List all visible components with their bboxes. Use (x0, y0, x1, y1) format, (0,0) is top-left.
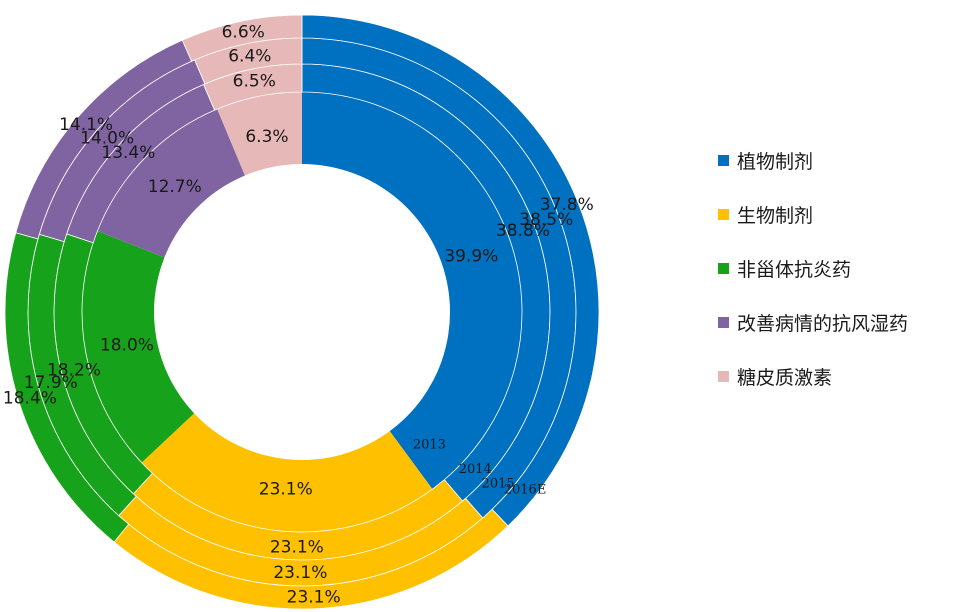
data-label-2013-5: 6.3% (245, 127, 288, 147)
ring-label-2016E: 2016E (504, 483, 547, 498)
data-label-2016E-5: 6.6% (222, 23, 265, 43)
rings-layer (4, 14, 600, 610)
legend-item-5: 糖皮质激素 (718, 366, 908, 389)
segment-2013-4 (97, 109, 245, 258)
legend-label: 非甾体抗炎药 (737, 258, 852, 281)
legend-item-1: 植物制剂 (718, 150, 908, 173)
ring-label-2013: 2013 (413, 437, 446, 452)
data-label-2015-4: 14.0% (80, 128, 134, 148)
legend-label: 改善病情的抗风湿药 (737, 312, 909, 335)
data-label-2014-5: 6.5% (233, 71, 276, 91)
labels-layer: 39.9%23.1%18.0%12.7%6.3%38.8%23.1%18.2%1… (3, 23, 594, 608)
segment-2013-5 (217, 92, 302, 176)
ring-label-2014: 2014 (459, 462, 492, 477)
data-label-2016E-3: 18.4% (3, 389, 57, 409)
legend-item-4: 改善病情的抗风湿药 (718, 312, 908, 335)
donut-chart: 39.9%23.1%18.0%12.7%6.3%38.8%23.1%18.2%1… (3, 14, 600, 610)
data-label-2014-2: 23.1% (270, 537, 324, 557)
data-label-2015-3: 17.9% (24, 373, 78, 393)
legend-swatch (718, 370, 729, 382)
legend-item-2: 生物制剂 (718, 204, 908, 227)
legend: 植物制剂生物制剂非甾体抗炎药改善病情的抗风湿药 糖皮质激素 (718, 150, 908, 420)
data-label-2013-1: 39.9% (444, 246, 498, 266)
data-label-2016E-2: 23.1% (287, 587, 341, 607)
legend-swatch (718, 208, 729, 220)
legend-swatch (718, 154, 729, 166)
segment-2016E-5 (181, 14, 303, 62)
data-label-2014-3: 18.2% (47, 361, 101, 381)
ring-label-2015: 2015 (482, 477, 515, 492)
data-label-2014-4: 13.4% (101, 143, 155, 163)
data-label-2014-1: 38.8% (496, 221, 550, 241)
legend-swatch (718, 316, 729, 328)
data-label-2015-1: 38.5% (519, 210, 573, 230)
segment-2013-1 (302, 92, 522, 490)
legend-item-3: 非甾体抗炎药 (718, 258, 908, 281)
legend-label: 糖皮质激素 (737, 366, 833, 389)
data-label-2015-5: 6.4% (228, 46, 271, 66)
segment-2013-3 (82, 231, 195, 463)
data-label-2015-2: 23.1% (273, 563, 327, 583)
segment-2013-2 (141, 413, 433, 532)
data-label-2016E-4: 14.1% (59, 115, 113, 135)
legend-label: 植物制剂 (737, 150, 814, 173)
data-label-2013-4: 12.7% (148, 177, 202, 197)
data-label-2013-3: 18.0% (100, 335, 154, 355)
legend-label: 生物制剂 (737, 204, 814, 227)
data-label-2013-2: 23.1% (259, 480, 313, 500)
data-label-2016E-1: 37.8% (540, 195, 594, 215)
legend-swatch (718, 262, 729, 274)
